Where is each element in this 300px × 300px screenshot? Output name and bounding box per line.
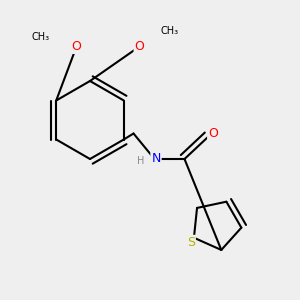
Text: CH₃: CH₃ [160, 26, 178, 37]
Text: H: H [137, 155, 145, 166]
Text: CH₃: CH₃ [32, 32, 50, 43]
Text: N: N [151, 152, 161, 166]
Text: O: O [72, 40, 81, 53]
Text: S: S [187, 236, 195, 249]
Text: O: O [135, 40, 144, 53]
Text: O: O [208, 127, 218, 140]
